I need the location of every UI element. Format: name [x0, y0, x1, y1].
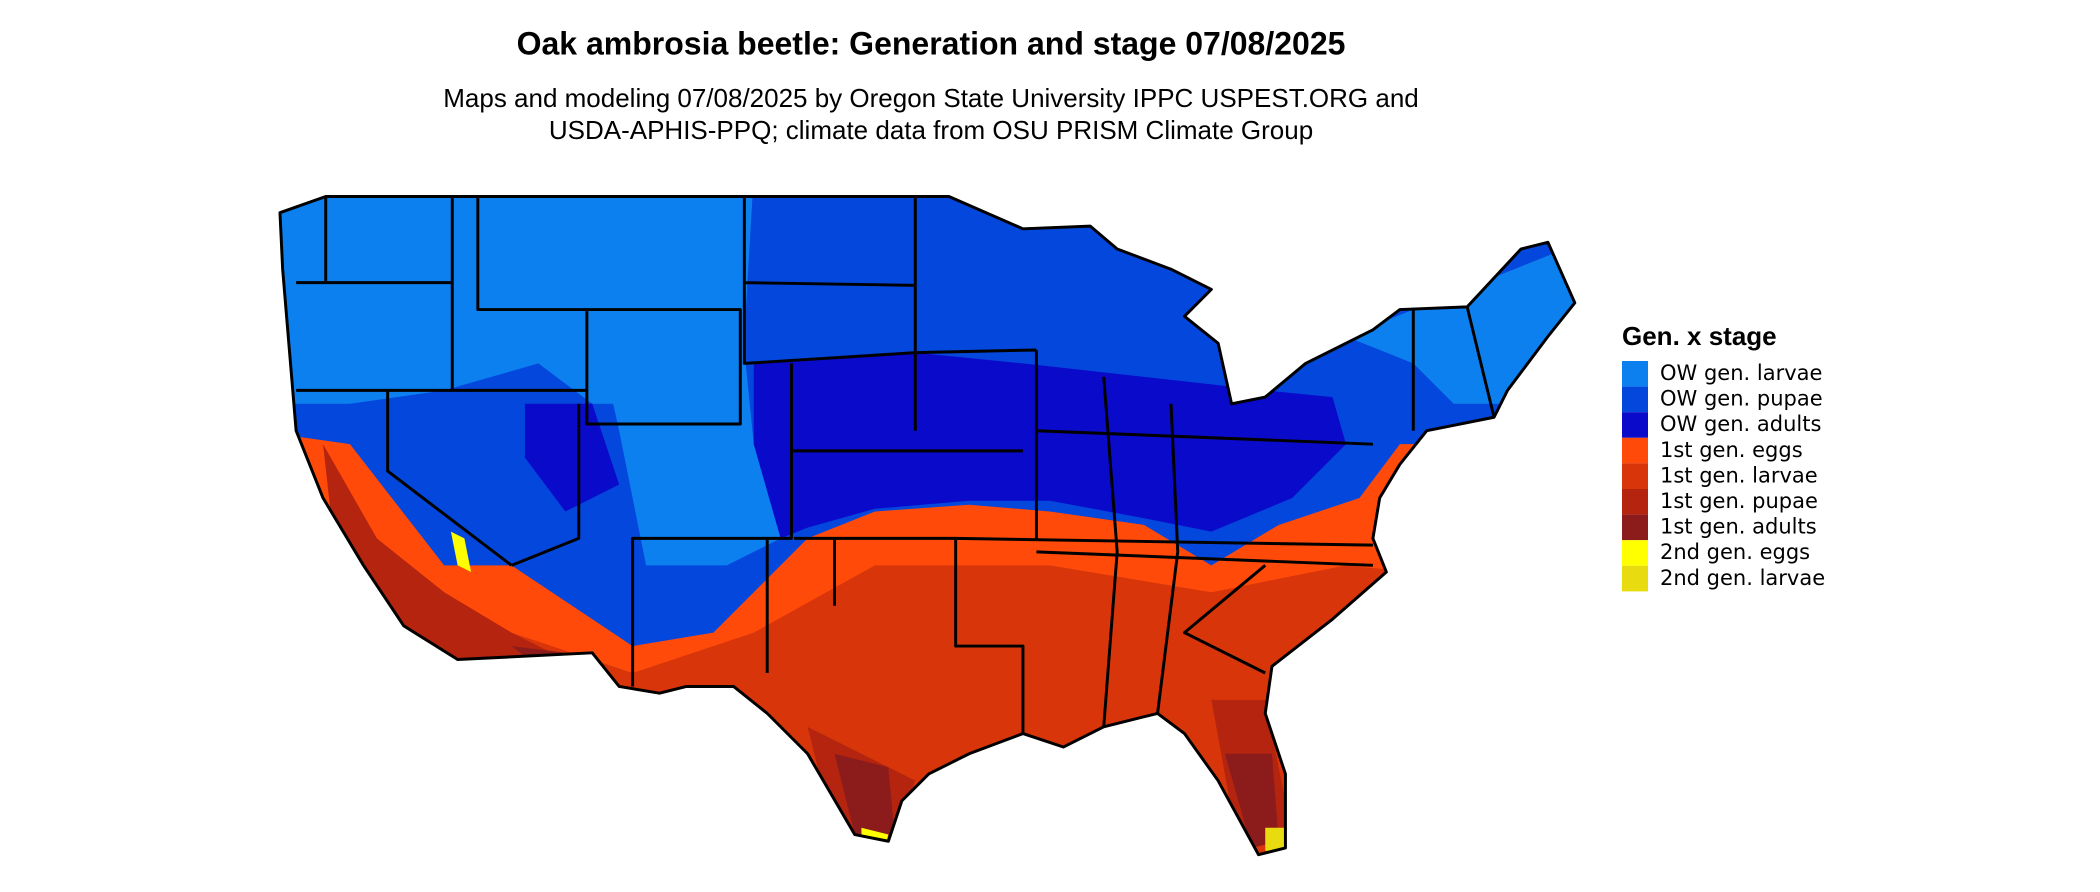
subtitle: USDA-APHIS-PPQ; climate data from OSU PR…	[549, 115, 1313, 145]
region	[1218, 827, 1290, 855]
legend-label: OW gen. adults	[1660, 412, 1821, 436]
region	[279, 196, 1575, 566]
legend-swatch	[1622, 565, 1648, 592]
legend-label: 2nd gen. larvae	[1660, 566, 1825, 590]
legend-swatch	[1622, 540, 1648, 566]
map	[278, 195, 1577, 857]
legend-label: 1st gen. adults	[1660, 515, 1817, 539]
stage-regions	[279, 196, 1575, 855]
legend-label: 1st gen. larvae	[1660, 463, 1818, 487]
legend-label: 2nd gen. eggs	[1660, 540, 1810, 564]
legend-title: Gen. x stage	[1622, 321, 1777, 351]
legend-swatch	[1622, 361, 1648, 387]
map-title: Oak ambrosia beetle: Generation and stag…	[517, 25, 1346, 61]
legend-swatch	[1622, 463, 1648, 489]
legend-label: 1st gen. eggs	[1660, 438, 1803, 462]
state-borders	[296, 196, 1496, 734]
legend-swatch	[1622, 412, 1648, 438]
legend-swatch	[1622, 514, 1648, 541]
legend-label: OW gen. pupae	[1660, 387, 1823, 411]
legend-swatch	[1622, 386, 1648, 413]
legend-label: OW gen. larvae	[1660, 361, 1822, 385]
subtitle: Maps and modeling 07/08/2025 by Oregon S…	[443, 83, 1419, 113]
region	[524, 352, 1346, 539]
legend-swatch	[1622, 437, 1648, 464]
legend-swatch	[1622, 489, 1648, 515]
region	[323, 444, 1293, 848]
legend-label: 1st gen. pupae	[1660, 489, 1818, 513]
